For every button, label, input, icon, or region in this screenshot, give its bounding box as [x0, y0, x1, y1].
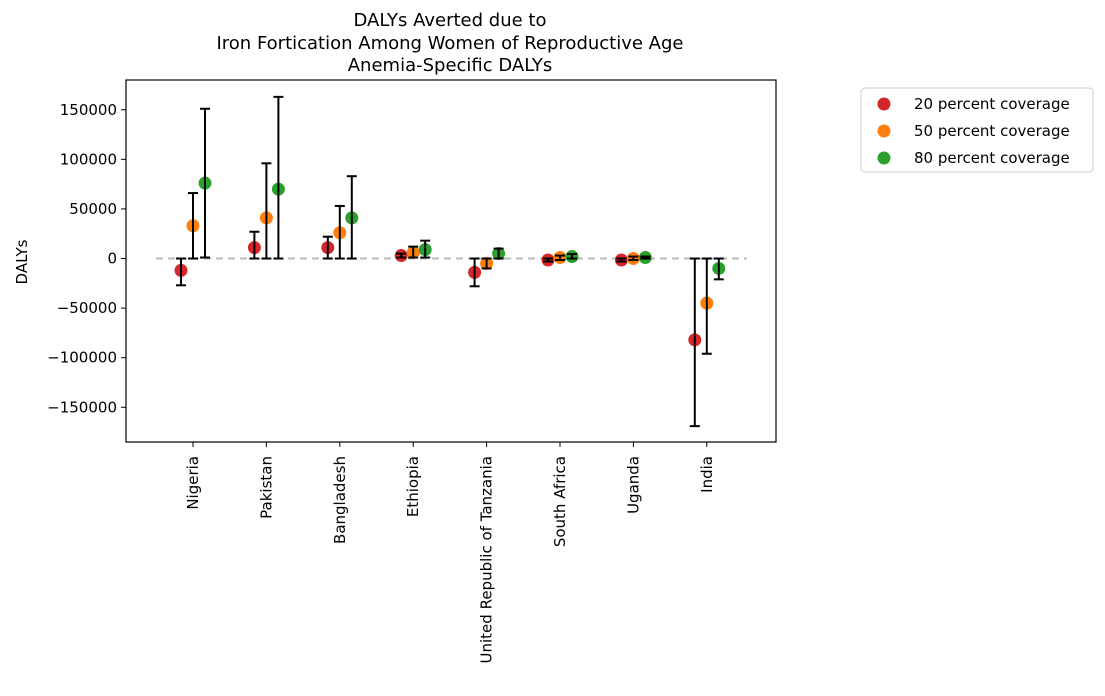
legend-label: 20 percent coverage	[914, 95, 1070, 113]
chart-title-line-3: Anemia-Specific DALYs	[348, 55, 553, 76]
legend-label: 80 percent coverage	[914, 149, 1070, 167]
x-tick-label: India	[698, 456, 716, 493]
y-tick-label: −150000	[47, 398, 117, 416]
legend-marker	[877, 97, 891, 111]
x-tick-label: United Republic of Tanzania	[478, 456, 496, 663]
legend-label: 50 percent coverage	[914, 122, 1070, 140]
chart-title-line-2: Iron Fortication Among Women of Reproduc…	[216, 33, 683, 54]
y-tick-label: 50000	[69, 200, 117, 218]
y-tick-label: −50000	[57, 299, 117, 317]
legend-marker	[877, 124, 891, 138]
x-tick-label: South Africa	[551, 456, 569, 547]
legend-box	[860, 87, 1094, 173]
plot-area: −150000 −100000 −50000 0 50000 100000 150000 Ni…	[47, 95, 747, 663]
x-tick-label: Pakistan	[257, 456, 275, 519]
y-tick-label: 150000	[60, 101, 117, 119]
y-tick-label: −100000	[47, 349, 117, 367]
chart-title-line-1: DALYs Averted due to	[354, 10, 547, 31]
x-tick-label: Nigeria	[184, 456, 202, 510]
x-tick-label: Ethiopia	[404, 456, 422, 517]
y-tick-label: 100000	[60, 150, 117, 168]
legend-marker	[877, 151, 891, 165]
legend: 20 percent coverage 50 percent coverage 80…	[860, 87, 1094, 173]
y-axis-label: DALYs	[13, 239, 31, 284]
plot-frame	[125, 79, 777, 443]
y-tick-label: 0	[107, 250, 117, 268]
x-tick-label: Uganda	[624, 456, 642, 514]
x-tick-label: Bangladesh	[331, 456, 349, 544]
chart-title: DALYs Averted due to Iron Fortication Am…	[216, 10, 683, 76]
